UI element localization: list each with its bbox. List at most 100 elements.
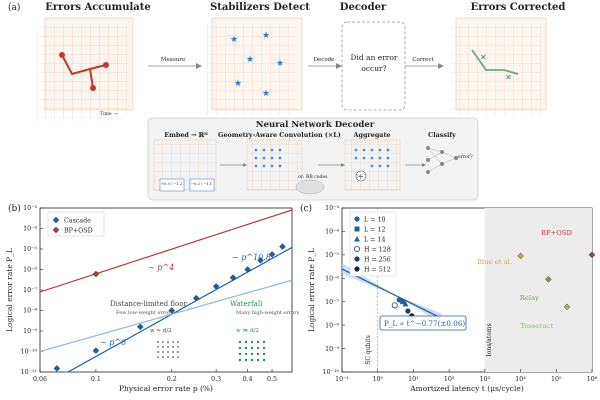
mini-grid-dot: [167, 346, 169, 348]
y-tick-label: 10⁻¹⁰: [21, 349, 38, 356]
mini-grid-dot: [244, 346, 248, 350]
data-point: [402, 300, 409, 307]
data-point: [192, 294, 200, 302]
svg-text:✕: ✕: [505, 73, 512, 82]
annotation-p6: ~ p^6: [100, 338, 126, 347]
point-label-relay: Relay: [520, 294, 539, 302]
y-tick-label: 10⁻⁶: [325, 275, 339, 282]
data-point: [92, 270, 100, 278]
y-tick-label: 10⁻¹¹: [21, 369, 38, 376]
error-chain: [61, 54, 107, 76]
arrow-label-correct: Correct: [412, 57, 434, 63]
nnd-step-embed: Embed → ℝᴴ: [164, 131, 208, 139]
mini-grid-dot: [167, 356, 169, 358]
legend-marker: [354, 236, 360, 242]
data-point: [545, 276, 552, 283]
svg-text:★: ★: [230, 35, 238, 45]
fit-line: [40, 279, 292, 353]
embed-box-2: −0.2 / −1.1: [191, 182, 212, 186]
annotation-waterfall-sub: Many high-weight errors: [236, 310, 300, 316]
mini-grid-dot: [262, 346, 266, 350]
panel-a-lattices: ★ ★ ★ ★ ★ ★ ✕ ✕ +: [35, 17, 547, 201]
x-tick-label: 10³: [480, 376, 491, 383]
fit-line: [40, 209, 292, 293]
mini-grid-dot: [256, 346, 260, 350]
arrow-label-measure: Measure: [160, 57, 186, 63]
data-point: [563, 303, 571, 311]
svg-text:★: ★: [276, 59, 284, 69]
mini-grid-dot: [250, 346, 254, 350]
data-point: [92, 347, 100, 354]
point-label-blue: Blue et al.: [477, 258, 512, 266]
x-tick-label: 10⁻¹: [335, 376, 349, 383]
mini-grid-dot: [238, 346, 242, 350]
stage-title-errors-accumulate: Errors Accumulate: [45, 2, 151, 13]
mini-grid-dot: [177, 351, 179, 353]
legend-label: H = 256: [364, 257, 391, 264]
panel-a-label: (a): [8, 3, 21, 13]
nnd-title: Neural Network Decoder: [255, 120, 375, 130]
mini-grid-dot: [256, 358, 260, 362]
nnd-step-convolution: Geometry-Aware Convolution (×L): [218, 131, 341, 139]
classify-error-label: error?: [458, 155, 473, 160]
data-point: [268, 251, 276, 258]
mini-grid-dot: [250, 340, 254, 344]
y-tick-label: 10⁻⁵: [23, 246, 37, 253]
x-axis-title: Amortized latency t (μs/cycle): [409, 384, 524, 393]
lattice-stabilizers-detect: ★ ★ ★ ★ ★ ★: [207, 17, 303, 116]
y-tick-label: 10⁻¹⁰: [323, 369, 340, 376]
stage-title-stabilizers-detect: Stabilizers Detect: [210, 2, 310, 13]
svg-text:✕: ✕: [480, 53, 487, 62]
y-tick-label: 10⁻⁷: [23, 287, 37, 294]
mini-grid-dot: [167, 351, 169, 353]
legend-box: [47, 211, 105, 237]
x-tick-label: 10⁰: [372, 376, 383, 383]
point-label-tesseract: Tesseract: [520, 322, 553, 330]
mini-grid-dot: [162, 341, 164, 343]
x-tick-label: 0.3: [211, 376, 221, 383]
annotation-w-small: w ≈ d/2: [150, 328, 172, 334]
legend-label: L = 10: [364, 217, 385, 224]
mini-grid-dot: [238, 358, 242, 362]
fit-line: [341, 268, 442, 319]
stage-title-errors-corrected: Errors Corrected: [470, 2, 566, 13]
annotation-p10-8: ~ p^10.8: [232, 253, 271, 262]
lattice-errors-corrected: ✕ ✕: [451, 17, 547, 116]
y-axis-title: Logical error rate P_L: [5, 248, 14, 332]
region-ions: [484, 208, 592, 372]
data-point: [400, 299, 406, 305]
nnd-step-aggregate: Aggregate: [353, 131, 391, 139]
data-point: [168, 307, 176, 314]
fit-label-box: [379, 315, 467, 331]
y-tick-label: 10⁻⁸: [23, 308, 37, 315]
mini-grid-dot: [250, 352, 254, 356]
y-tick-label: 10⁻³: [325, 205, 339, 212]
mini-grid-dot: [167, 341, 169, 343]
y-tick-label: 10⁻⁴: [325, 229, 339, 236]
x-tick-label: 10⁶: [587, 376, 598, 383]
lattice-errors-accumulate: [35, 17, 134, 122]
svg-text:★: ★: [262, 89, 270, 99]
legend-marker: [354, 226, 360, 232]
data-point: [279, 243, 286, 250]
sc-label: SC qubits: [365, 335, 372, 365]
fit-label: P_L ∝ t^−0.77(±0.06): [384, 319, 465, 328]
x-tick-label: 10²: [444, 376, 455, 383]
annotation-floor-sub: Few low-weight errors: [116, 310, 174, 316]
embed-box-1: +0.5 / −1.2: [161, 182, 182, 186]
legend-label: Cascade: [64, 218, 91, 225]
mini-grid-dot: [256, 352, 260, 356]
data-point: [405, 308, 411, 314]
data-point: [53, 365, 61, 372]
legend-label: H = 128: [364, 247, 391, 254]
legend-marker: [354, 246, 361, 253]
x-tick-label: 10⁵: [551, 376, 562, 383]
annotation-p4: ~ p^4: [148, 263, 174, 272]
mini-grid-dot: [244, 340, 248, 344]
y-tick-label: 10⁻⁵: [325, 252, 339, 259]
mini-grid-dot: [162, 356, 164, 358]
mini-grid-dot: [262, 352, 266, 356]
legend-box: [349, 211, 397, 277]
ion-label: Ions/atoms: [486, 323, 493, 356]
mini-grid-dot: [172, 341, 174, 343]
